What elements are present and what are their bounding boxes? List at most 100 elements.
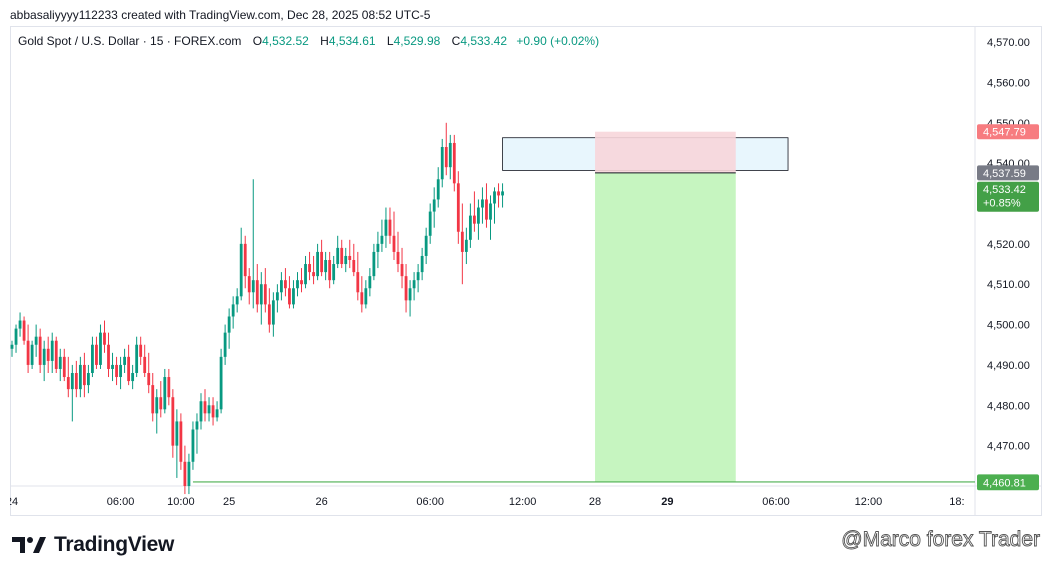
- candle-body: [34, 336, 38, 345]
- price-tag-label: 4,460.81: [983, 478, 1026, 490]
- candle-body: [332, 264, 336, 281]
- candle-body: [340, 247, 344, 265]
- y-tick-label: 4,490.00: [987, 360, 1030, 372]
- open-label: O: [252, 34, 263, 48]
- candle-body: [46, 348, 50, 361]
- high-value: 4,534.61: [328, 34, 376, 48]
- tradingview-logo[interactable]: TradingView: [12, 533, 174, 557]
- candle-body: [384, 219, 388, 236]
- candle-body: [372, 251, 376, 277]
- candle-body: [38, 336, 42, 365]
- y-tick-label: 4,500.00: [987, 320, 1030, 332]
- candle-body: [58, 356, 62, 369]
- candle-body: [183, 461, 187, 486]
- candle-body: [368, 276, 372, 289]
- y-tick-label: 4,510.00: [987, 279, 1030, 291]
- candle-body: [74, 373, 78, 390]
- candle-body: [485, 199, 488, 220]
- candle-body: [10, 344, 14, 349]
- candle-body: [296, 280, 299, 289]
- candle-body: [199, 401, 203, 422]
- candle-body: [408, 288, 412, 301]
- candle-body: [460, 231, 464, 252]
- candle-body: [163, 377, 167, 410]
- candle-body: [239, 243, 243, 297]
- candle-body: [187, 461, 191, 486]
- candle-body: [179, 421, 183, 462]
- candle-body: [139, 344, 143, 357]
- x-tick-label: 26: [315, 496, 327, 508]
- candle-body: [175, 421, 179, 446]
- candle-body: [18, 320, 22, 329]
- x-tick-label: 12:00: [855, 496, 883, 508]
- candle-body: [356, 272, 360, 293]
- tradingview-logo-icon: [12, 537, 46, 553]
- tradingview-logo-text: TradingView: [54, 533, 175, 556]
- candle-body: [119, 364, 122, 378]
- x-tick-label: 24: [10, 496, 18, 508]
- candle-body: [70, 373, 74, 390]
- candle-body: [251, 280, 255, 293]
- candle-body: [400, 264, 404, 277]
- price-tag-label: 4,537.59: [983, 168, 1026, 180]
- candle-body: [275, 292, 279, 301]
- change-value: +0.90 (+0.02%): [516, 34, 600, 48]
- candle-body: [468, 215, 472, 240]
- y-tick-label: 4,570.00: [987, 37, 1030, 49]
- y-tick-label: 4,480.00: [987, 400, 1030, 412]
- candle-body: [267, 304, 271, 325]
- candle-body: [107, 344, 110, 369]
- candle-body: [279, 280, 283, 293]
- candle-body: [320, 251, 324, 273]
- price-chart[interactable]: 4,570.004,560.004,550.004,540.004,520.00…: [10, 26, 1042, 516]
- ohlc-legend: Gold Spot / U.S. Dollar · 15 · FOREX.com…: [18, 34, 599, 48]
- candle-body: [147, 373, 151, 386]
- candle-body: [364, 288, 368, 305]
- candle-body: [416, 272, 420, 281]
- candle-body: [30, 344, 34, 365]
- close-label: C: [451, 34, 461, 48]
- stop-loss-zone: [595, 131, 736, 173]
- x-tick-label: 25: [223, 496, 235, 508]
- candle-body: [448, 142, 452, 168]
- candle-body: [392, 235, 396, 252]
- x-tick-label: 12:00: [509, 496, 537, 508]
- candle-body: [91, 344, 94, 373]
- candle-body: [78, 364, 82, 390]
- candle-body: [155, 397, 159, 414]
- candle-body: [404, 276, 408, 301]
- candle-body: [243, 243, 247, 277]
- candle-body: [223, 332, 227, 357]
- candle-body: [159, 397, 163, 410]
- x-tick-label: 06:00: [107, 496, 135, 508]
- candle-body: [26, 340, 30, 365]
- candle-body: [42, 348, 46, 365]
- candle-body: [227, 316, 231, 333]
- x-tick-label: 18:: [949, 496, 964, 508]
- x-tick-label: 10:00: [167, 496, 195, 508]
- candle-body: [131, 373, 135, 382]
- candle-body: [99, 332, 102, 365]
- candle-body: [247, 276, 251, 293]
- candle-body: [95, 344, 98, 365]
- candle-body: [271, 300, 275, 325]
- candle-body: [284, 280, 287, 289]
- candle-body: [324, 260, 328, 273]
- candle-body: [493, 191, 496, 204]
- candle-body: [464, 239, 468, 252]
- candle-body: [501, 191, 504, 196]
- candle-body: [263, 284, 267, 305]
- candle-body: [344, 255, 348, 265]
- candle-body: [396, 251, 400, 265]
- candle-body: [14, 328, 18, 345]
- candle-body: [259, 284, 263, 305]
- candle-body: [428, 211, 432, 236]
- candle-body: [143, 356, 147, 373]
- high-label: H: [320, 34, 329, 48]
- candle-body: [62, 356, 66, 378]
- x-tick-label: 06:00: [762, 496, 790, 508]
- candle-body: [308, 264, 311, 273]
- candle-body: [304, 264, 307, 285]
- candle-body: [292, 288, 295, 305]
- candle-body: [50, 340, 54, 361]
